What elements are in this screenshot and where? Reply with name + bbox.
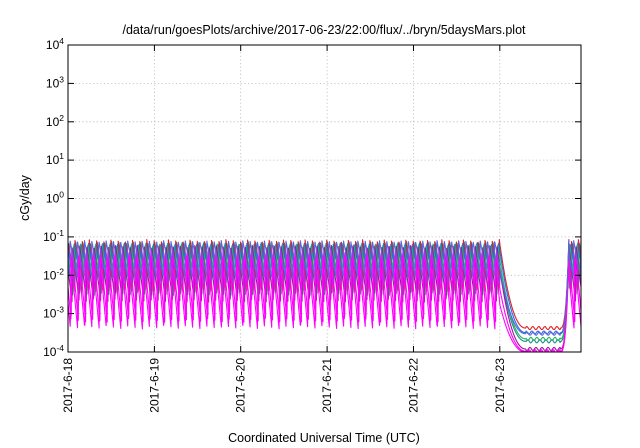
y-tick-exponent: -3 [56, 305, 64, 315]
y-tick-label: 10-2 [43, 266, 64, 282]
y-tick-label: 10-4 [43, 343, 64, 359]
y-tick-label: 102 [46, 113, 64, 129]
y-tick-base: 10 [46, 192, 60, 206]
chart-title: /data/run/goesPlots/archive/2017-06-23/2… [122, 23, 526, 37]
x-tick-labels: 2017-6-18 2017-6-19 2017-6-20 2017-6-21 2017… [61, 358, 507, 413]
x-tick-label: 2017-6-20 [234, 358, 248, 413]
x-tick-label: 2017-6-22 [407, 358, 421, 413]
y-tick-label: 104 [46, 36, 64, 52]
axis-ticks [67, 44, 581, 353]
y-tick-exponent: 2 [59, 113, 64, 123]
y-tick-base: 10 [43, 345, 57, 359]
y-tick-base: 10 [43, 268, 57, 282]
y-tick-exponent: 1 [59, 151, 64, 161]
y-tick-exponent: 4 [59, 36, 64, 46]
y-tick-base: 10 [43, 230, 57, 244]
y-tick-exponent: 0 [59, 190, 64, 200]
y-tick-base: 10 [43, 307, 57, 321]
x-tick-label: 2017-6-19 [147, 358, 161, 413]
x-tick-label: 2017-6-21 [320, 358, 334, 413]
x-tick-label: 2017-6-23 [493, 358, 507, 413]
y-tick-label: 10-3 [43, 305, 64, 321]
series-line-7 [67, 256, 582, 353]
y-tick-base: 10 [46, 76, 60, 90]
y-tick-label: 103 [46, 74, 64, 90]
x-tick-label: 2017-6-18 [61, 358, 75, 413]
y-tick-exponent: 3 [59, 74, 64, 84]
x-axis-label: Coordinated Universal Time (UTC) [228, 431, 420, 445]
y-tick-label: 101 [46, 151, 64, 167]
y-axis-label: cGy/day [18, 174, 32, 221]
y-tick-exponent: -2 [56, 266, 64, 276]
series-line-6 [67, 247, 582, 353]
series-layer [67, 239, 582, 353]
y-tick-label: 10-1 [43, 228, 64, 244]
y-tick-exponent: -4 [56, 343, 64, 353]
y-tick-base: 10 [46, 153, 60, 167]
series-line-8 [67, 240, 582, 336]
y-tick-label: 100 [46, 190, 64, 206]
grid-lines [68, 45, 581, 352]
y-tick-base: 10 [46, 38, 60, 52]
y-tick-base: 10 [46, 115, 60, 129]
y-tick-exponent: -1 [56, 228, 64, 238]
